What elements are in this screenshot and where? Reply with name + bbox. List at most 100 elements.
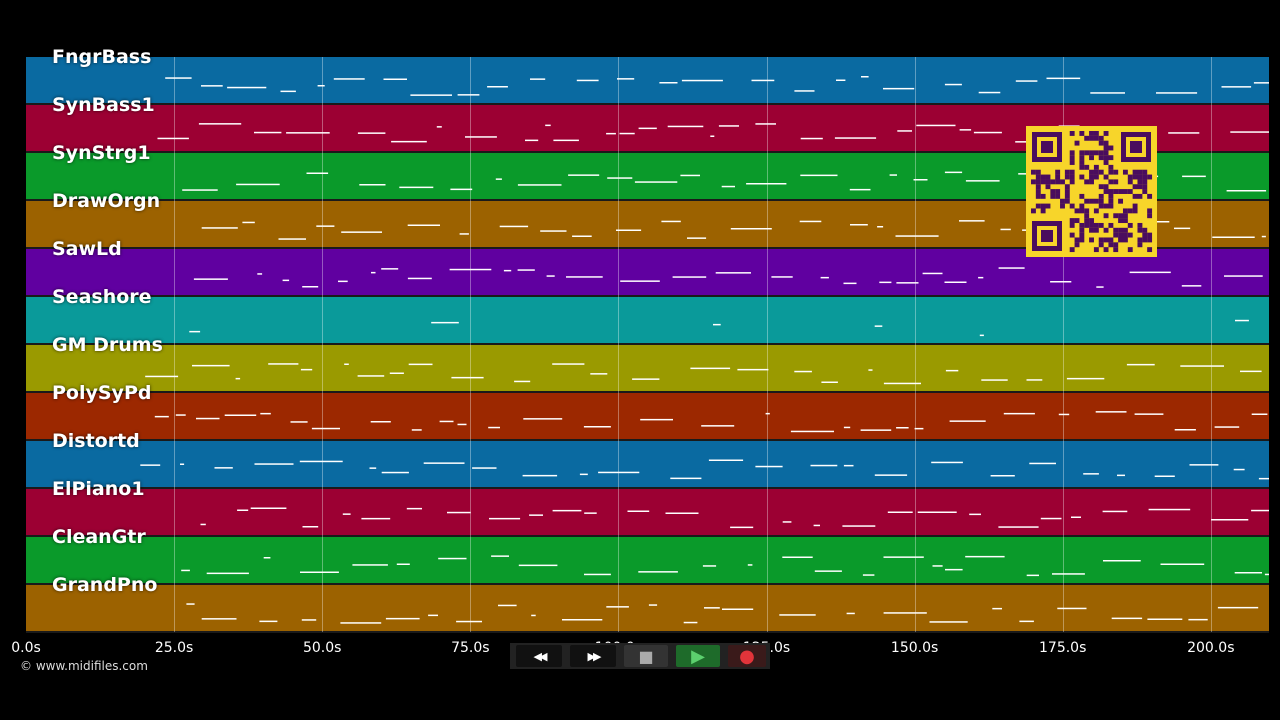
note xyxy=(341,231,382,233)
note xyxy=(1096,286,1104,288)
stop-button[interactable]: ■ xyxy=(624,645,668,667)
transport-controls: ◀◀ ▶▶ ■ ▶ ● xyxy=(510,643,770,669)
note xyxy=(196,417,220,420)
note xyxy=(499,225,529,228)
note xyxy=(849,188,871,191)
track-label: ElPiano1 xyxy=(52,478,145,500)
note xyxy=(235,377,241,380)
note xyxy=(472,467,497,469)
note xyxy=(540,230,567,232)
note xyxy=(834,137,877,139)
note xyxy=(659,82,678,84)
note xyxy=(316,225,335,227)
note xyxy=(747,564,753,566)
note xyxy=(495,178,502,180)
note xyxy=(708,459,744,461)
note xyxy=(436,126,442,128)
rewind-button[interactable]: ◀◀ xyxy=(516,645,562,667)
note xyxy=(746,183,787,185)
note xyxy=(227,86,267,89)
note xyxy=(1090,92,1125,94)
note xyxy=(790,430,834,433)
note xyxy=(423,462,465,464)
note xyxy=(1211,519,1249,521)
note xyxy=(713,323,721,326)
track-notes xyxy=(189,319,1249,337)
note xyxy=(889,174,897,176)
note xyxy=(389,372,404,374)
note xyxy=(301,619,317,621)
note xyxy=(1230,131,1269,133)
note xyxy=(290,421,308,423)
note xyxy=(619,132,635,135)
note xyxy=(1189,464,1219,466)
note xyxy=(517,269,535,271)
note xyxy=(381,268,399,270)
fast-forward-icon: ▶▶ xyxy=(587,649,602,663)
note xyxy=(616,229,642,231)
note xyxy=(1147,618,1183,620)
note xyxy=(1003,412,1035,415)
note xyxy=(302,286,319,288)
note xyxy=(451,376,484,379)
fast-forward-button[interactable]: ▶▶ xyxy=(570,645,616,667)
note xyxy=(562,619,603,621)
note xyxy=(1029,462,1056,465)
note xyxy=(721,185,735,188)
note xyxy=(396,563,410,565)
note xyxy=(1111,617,1143,620)
note xyxy=(459,233,469,235)
track-label: Distortd xyxy=(52,430,140,452)
track-row: GrandPno xyxy=(26,574,1269,633)
note xyxy=(1126,363,1155,366)
note xyxy=(306,172,329,174)
note xyxy=(352,564,388,566)
note xyxy=(1174,429,1196,431)
note xyxy=(263,557,271,559)
note xyxy=(959,129,972,131)
note xyxy=(431,321,459,324)
note xyxy=(1000,228,1011,231)
track-label: Seashore xyxy=(52,286,152,308)
note xyxy=(755,123,776,125)
note xyxy=(286,132,330,134)
track-label: DrawOrgn xyxy=(52,190,161,212)
play-button[interactable]: ▶ xyxy=(676,645,720,667)
time-tick-label: 0.0s xyxy=(11,640,41,656)
note xyxy=(317,85,325,87)
record-button[interactable]: ● xyxy=(728,645,766,667)
note xyxy=(896,427,909,429)
note xyxy=(1212,236,1255,238)
note xyxy=(755,465,783,468)
track-notes xyxy=(181,555,1269,577)
time-tick-label: 50.0s xyxy=(302,640,342,656)
note xyxy=(648,604,658,606)
note xyxy=(181,569,190,572)
note xyxy=(342,513,351,515)
note xyxy=(913,179,928,181)
track-label: FngrBass xyxy=(52,46,152,68)
note xyxy=(771,276,793,278)
note xyxy=(897,130,912,132)
note xyxy=(620,280,660,282)
note xyxy=(206,572,249,575)
note xyxy=(887,511,913,513)
note xyxy=(710,135,715,137)
note xyxy=(1261,235,1266,238)
note xyxy=(598,471,640,474)
note xyxy=(568,174,600,176)
note xyxy=(302,526,319,528)
note xyxy=(278,238,306,240)
note xyxy=(1224,275,1263,277)
note xyxy=(883,556,924,558)
note xyxy=(407,224,440,226)
note xyxy=(850,224,868,226)
track-notes xyxy=(165,76,1269,96)
note xyxy=(661,220,681,223)
note xyxy=(932,565,943,567)
note xyxy=(450,188,473,191)
note xyxy=(371,271,376,274)
note xyxy=(503,269,512,272)
qr-code xyxy=(1026,126,1157,257)
note xyxy=(606,606,629,608)
